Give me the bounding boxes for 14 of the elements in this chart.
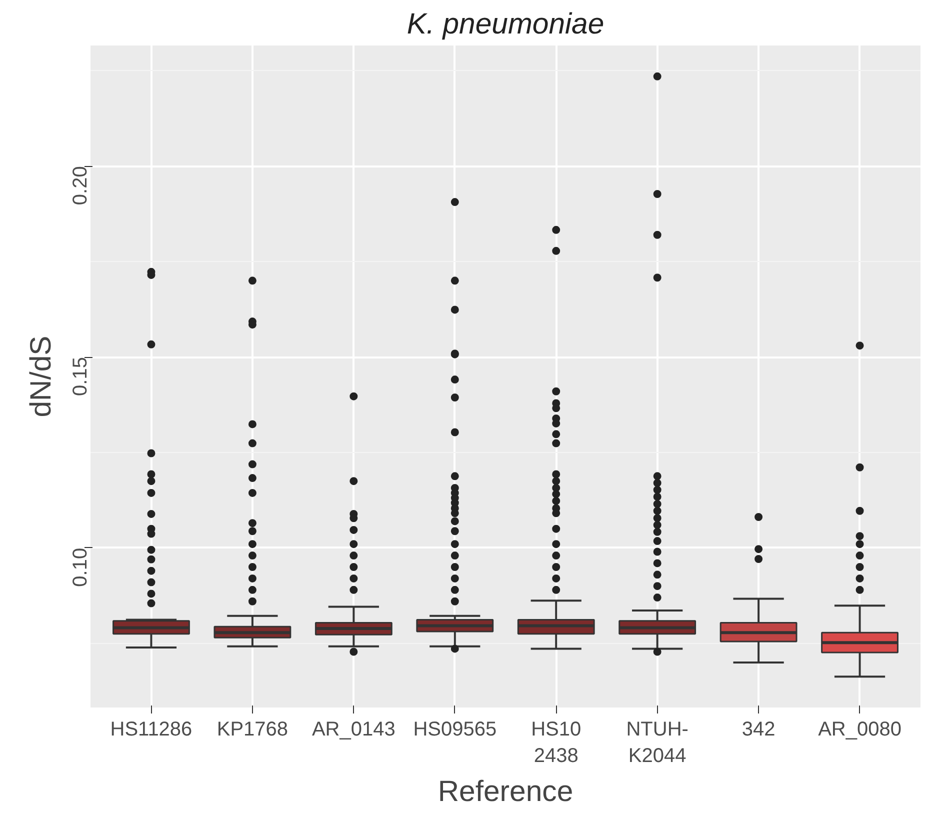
x-tick-label: AR_0143 [312, 718, 396, 740]
y-tick-label: 0.15 [70, 357, 92, 396]
x-tick-label: HS10 2438 [531, 718, 582, 767]
x-tick-label: HS11286 [110, 718, 192, 740]
x-tick-label: HS09565 [413, 718, 497, 740]
x-tick-label: KP1768 [216, 718, 288, 740]
y-tick-label: 0.10 [70, 548, 92, 587]
chart-title: K. pneumoniae [406, 8, 604, 40]
y-axis-title: dN/dS [24, 336, 58, 418]
x-tick-label: AR_0080 [818, 718, 902, 740]
x-tick-label: 342 [742, 718, 776, 740]
x-axis-title: Reference [438, 774, 574, 808]
x-tick-label: NTUH- K2044 [626, 718, 688, 767]
y-tick-label: 0.20 [70, 166, 92, 206]
